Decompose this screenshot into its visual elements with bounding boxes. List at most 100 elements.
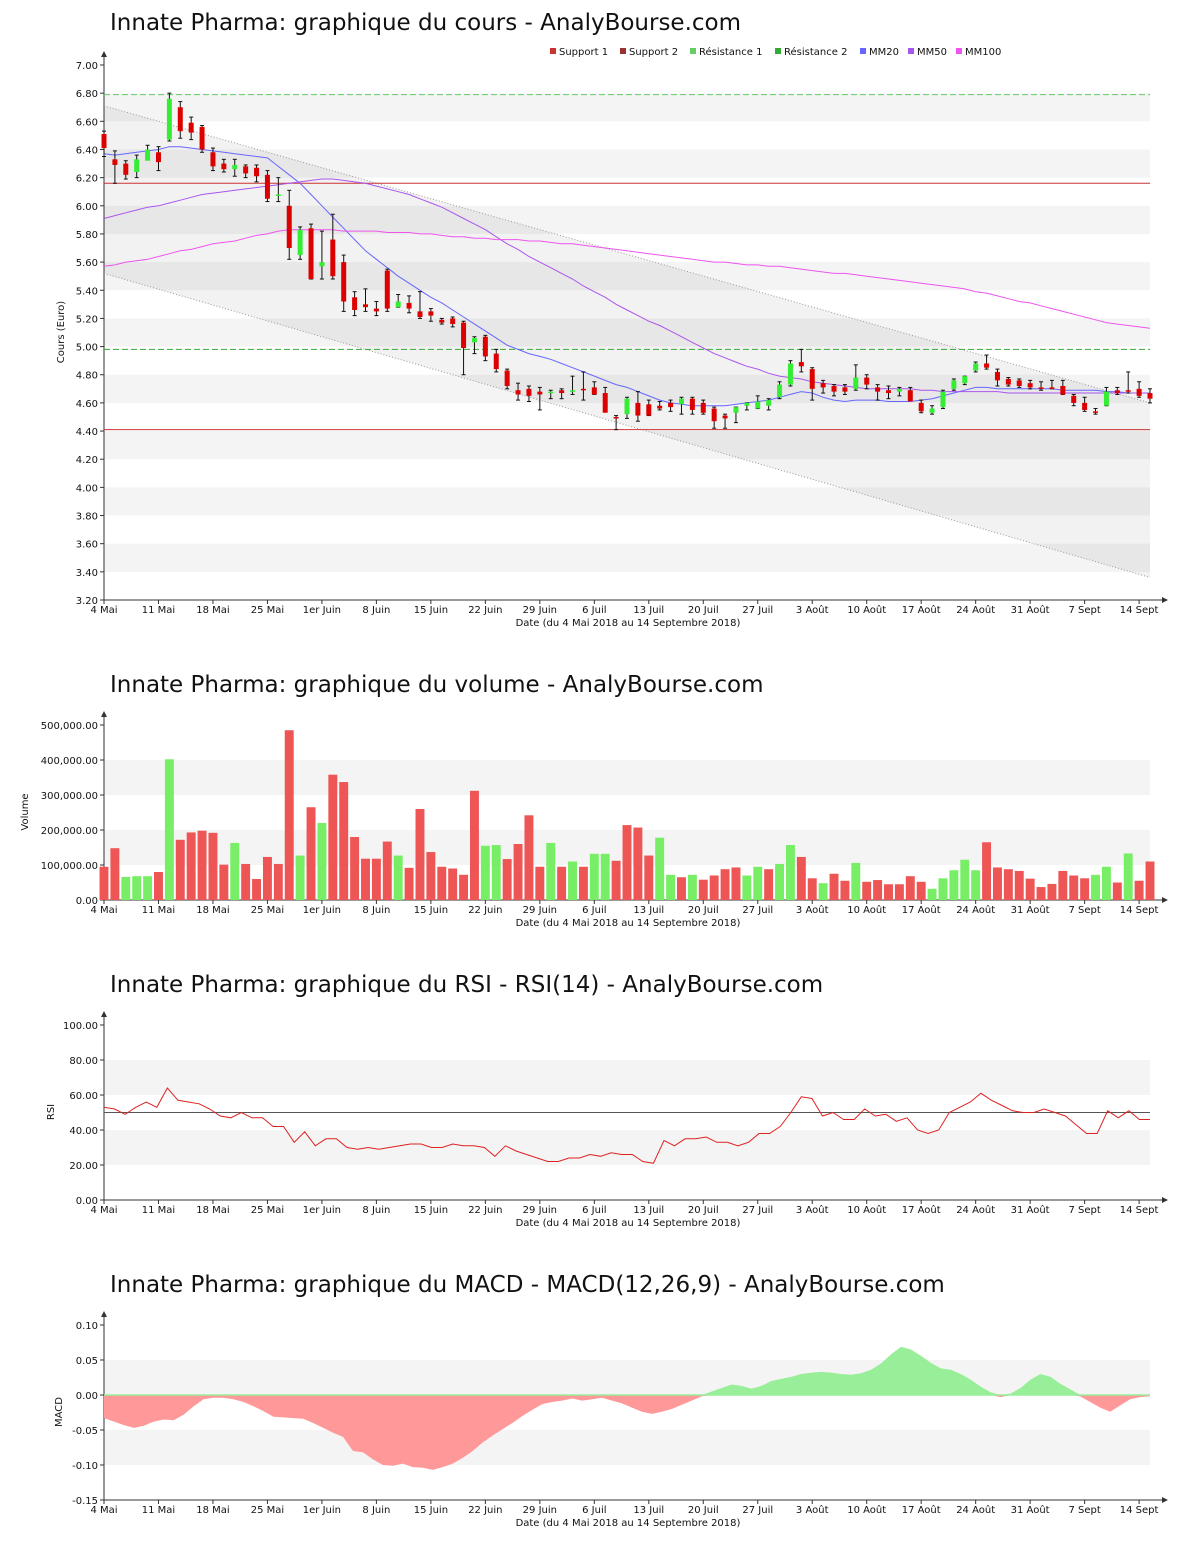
- price-y-tick-label: 3.20: [76, 596, 98, 607]
- price-x-tick-label: 24 Août: [956, 604, 995, 616]
- price-band: [104, 205, 1150, 234]
- rsi-x-tick-label: 17 Août: [902, 1204, 941, 1216]
- volume-bar: [1091, 874, 1100, 900]
- candle-body: [243, 166, 249, 174]
- volume-bar: [121, 876, 131, 900]
- rsi-y-tick-label: 60.00: [69, 1091, 98, 1102]
- price-y-tick-label: 3.80: [76, 512, 98, 523]
- candle-body: [395, 301, 401, 308]
- candle-body: [177, 107, 183, 132]
- macd-x-tick-label: 8 Juin: [362, 1505, 390, 1516]
- candle-body: [591, 387, 597, 395]
- candle-body: [450, 318, 456, 325]
- macd-x-arrow: [1162, 1497, 1168, 1503]
- rsi-x-tick-label: 29 Juin: [523, 1205, 557, 1216]
- rsi-x-tick-label: 27 Juil: [742, 1205, 773, 1216]
- volume-y-axis-label: Volume: [20, 793, 31, 830]
- price-y-tick-label: 6.00: [76, 202, 98, 213]
- candle-body: [1082, 402, 1088, 410]
- candle-body: [755, 401, 761, 409]
- candle-body: [613, 416, 619, 419]
- volume-x-tick-label: 18 Mai: [196, 905, 229, 916]
- price-band: [104, 487, 1150, 516]
- rsi-band: [104, 1130, 1150, 1165]
- candle-body: [461, 322, 467, 348]
- volume-bar: [339, 782, 349, 900]
- macd-x-tick-label: 18 Mai: [196, 1505, 229, 1516]
- candle-body: [853, 377, 859, 389]
- candle-body: [559, 390, 565, 394]
- price-x-tick-label: 6 Juil: [582, 605, 606, 616]
- volume-bar: [448, 868, 458, 900]
- volume-bar: [1123, 853, 1133, 900]
- rsi-x-arrow: [1162, 1197, 1168, 1203]
- volume-bar: [110, 848, 120, 900]
- rsi-x-axis-label: Date (du 4 Mai 2018 au 14 Septembre 2018…: [516, 1218, 741, 1229]
- candle-body: [297, 229, 303, 256]
- legend-label: Résistance 1: [699, 46, 762, 58]
- volume-bar: [306, 807, 316, 900]
- volume-y-tick-label: 200,000.00: [41, 826, 98, 837]
- price-y-tick-label: 6.40: [76, 145, 98, 156]
- price-x-tick-label: 20 Juil: [688, 605, 719, 616]
- candle-body: [1027, 383, 1033, 388]
- volume-x-arrow: [1162, 897, 1168, 903]
- candle-body: [493, 353, 499, 370]
- candle-body: [330, 239, 336, 277]
- price-y-tick-label: 4.40: [76, 427, 98, 438]
- macd-y-tick-label: 0.05: [76, 1356, 98, 1367]
- volume-bar: [491, 845, 501, 900]
- volume-bar: [524, 815, 534, 900]
- macd-band: [104, 1360, 1150, 1395]
- price-x-tick-label: 10 Août: [847, 604, 886, 616]
- rsi-x-tick-label: 7 Sept: [1068, 1205, 1100, 1216]
- candle-body: [188, 122, 194, 133]
- volume-bar: [622, 825, 632, 900]
- volume-bar: [154, 872, 163, 900]
- volume-x-tick-label: 31 Août: [1011, 904, 1050, 916]
- volume-bar: [241, 863, 251, 900]
- volume-bar: [666, 874, 676, 900]
- candle-body: [733, 407, 739, 413]
- candle-body: [875, 387, 881, 392]
- candle-body: [787, 363, 793, 385]
- rsi-x-tick-label: 31 Août: [1011, 1204, 1050, 1216]
- candle-body: [1136, 388, 1142, 396]
- candle-body: [831, 386, 837, 392]
- price-y-tick-label: 4.60: [76, 399, 98, 410]
- candle-body: [798, 362, 804, 367]
- price-x-tick-label: 11 Mai: [142, 605, 175, 616]
- rsi-y-tick-label: 100.00: [63, 1021, 98, 1032]
- volume-x-tick-label: 1er Juin: [303, 905, 341, 916]
- candle-body: [363, 304, 368, 308]
- price-y-tick-label: 4.20: [76, 455, 98, 466]
- candle-body: [984, 363, 990, 368]
- candle-body: [406, 302, 412, 309]
- macd-band: [104, 1430, 1150, 1465]
- candle-body: [155, 152, 161, 163]
- legend-label: Résistance 2: [784, 46, 847, 58]
- legend-swatch: [775, 48, 781, 54]
- candle-body: [482, 336, 488, 357]
- volume-bar: [862, 881, 872, 900]
- candle-body: [777, 384, 783, 398]
- candle-body: [602, 393, 608, 413]
- price-band: [104, 543, 1150, 572]
- candle-body: [1060, 386, 1066, 395]
- volume-bar: [927, 888, 937, 900]
- volume-band: [104, 760, 1150, 795]
- candle-body: [809, 369, 815, 389]
- candle-body: [134, 159, 140, 172]
- volume-bar: [350, 837, 360, 900]
- volume-bar: [208, 832, 218, 900]
- price-y-axis-label: Cours (Euro): [56, 301, 67, 364]
- volume-bar: [404, 867, 414, 900]
- volume-bar: [273, 863, 283, 900]
- volume-bar: [938, 878, 948, 900]
- volume-bar: [600, 853, 610, 900]
- volume-x-tick-label: 7 Sept: [1068, 905, 1100, 916]
- candle-body: [918, 402, 924, 412]
- candle-body: [471, 338, 477, 343]
- candle-body: [973, 363, 979, 371]
- price-y-tick-label: 5.40: [76, 286, 98, 297]
